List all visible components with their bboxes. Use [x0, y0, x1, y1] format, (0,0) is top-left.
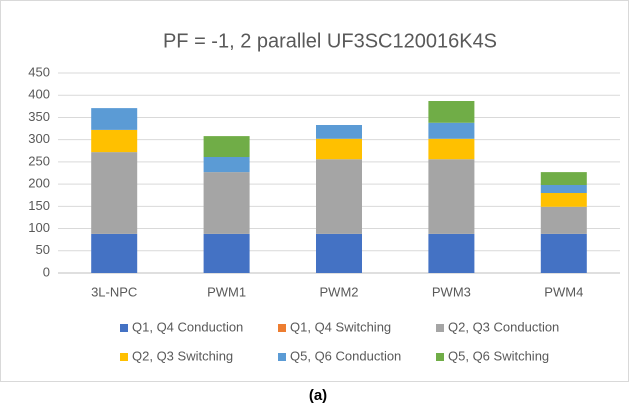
y-tick-label: 150	[28, 198, 50, 213]
x-tick-label: 3L-NPC	[91, 284, 137, 299]
legend-label: Q1, Q4 Conduction	[132, 319, 243, 334]
y-tick-label: 400	[28, 87, 50, 102]
legend-swatch	[278, 324, 286, 332]
legend-label: Q5, Q6 Conduction	[290, 348, 401, 363]
bar-segment	[428, 138, 475, 160]
bar-segment	[540, 233, 587, 273]
y-tick-label: 50	[36, 242, 50, 257]
x-tick-label: PWM3	[432, 284, 471, 299]
chart-title: PF = -1, 2 parallel UF3SC120016K4S	[163, 30, 497, 52]
legend-label: Q1, Q4 Switching	[290, 319, 391, 334]
bar-segment	[203, 233, 250, 273]
bar-segment	[540, 206, 587, 234]
y-tick-label: 250	[28, 153, 50, 168]
bar-segment	[428, 101, 475, 123]
legend-label: Q2, Q3 Conduction	[448, 319, 559, 334]
bar-segment	[316, 233, 362, 273]
y-tick-label: 350	[28, 109, 50, 124]
bar-segment	[203, 136, 250, 157]
y-tick-label: 200	[28, 176, 50, 191]
legend-swatch	[278, 353, 286, 361]
bar-segment	[540, 193, 587, 207]
bar-segment	[316, 125, 362, 139]
legend-swatch	[436, 353, 444, 361]
bar-segment	[428, 233, 475, 273]
bar-segment	[91, 152, 138, 234]
legend-label: Q5, Q6 Switching	[448, 348, 549, 363]
x-tick-label: PWM2	[320, 284, 359, 299]
x-tick-label: PWM4	[544, 284, 583, 299]
bar-segment	[203, 172, 250, 234]
bar-segment	[91, 129, 138, 153]
y-tick-label: 450	[28, 64, 50, 79]
y-tick-label: 300	[28, 131, 50, 146]
bar-segment	[540, 185, 587, 193]
legend-swatch	[120, 353, 128, 361]
bar-segment	[428, 122, 475, 139]
bar-segment	[203, 157, 250, 173]
bar-segment	[540, 172, 587, 185]
bar-segment	[91, 233, 138, 273]
bar-segment	[428, 159, 475, 234]
legend-swatch	[120, 324, 128, 332]
bar-segment	[91, 108, 138, 130]
bar-segment	[316, 159, 362, 234]
bar-segment	[316, 138, 362, 160]
x-tick-label: PWM1	[207, 284, 246, 299]
legend-swatch	[436, 324, 444, 332]
caption: (a)	[309, 387, 327, 404]
y-tick-label: 0	[43, 264, 50, 279]
y-tick-label: 100	[28, 220, 50, 235]
legend-label: Q2, Q3 Switching	[132, 348, 233, 363]
